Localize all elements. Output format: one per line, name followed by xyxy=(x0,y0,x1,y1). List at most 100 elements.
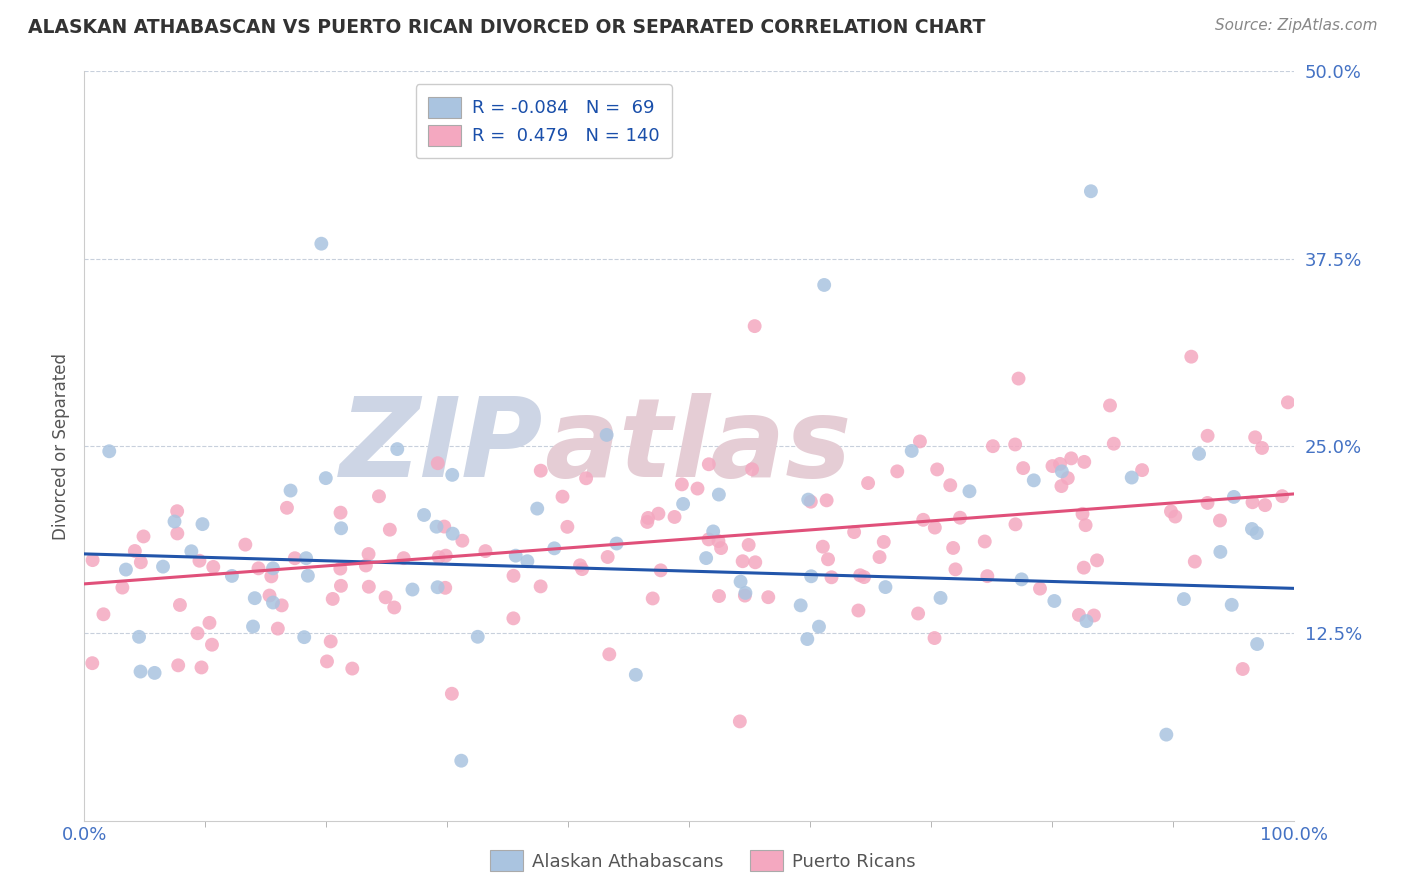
Legend: Alaskan Athabascans, Puerto Ricans: Alaskan Athabascans, Puerto Ricans xyxy=(484,843,922,879)
Point xyxy=(516,554,538,568)
Point xyxy=(606,536,628,550)
Point xyxy=(1102,436,1125,450)
Point xyxy=(270,599,292,613)
Point xyxy=(697,457,720,471)
Point xyxy=(813,277,835,292)
Point xyxy=(190,660,212,674)
Text: ZIP: ZIP xyxy=(340,392,544,500)
Point xyxy=(1173,592,1195,607)
Point xyxy=(115,563,138,577)
Point xyxy=(1251,441,1274,455)
Point xyxy=(959,484,981,499)
Point xyxy=(221,569,243,583)
Text: ALASKAN ATHABASCAN VS PUERTO RICAN DIVORCED OR SEPARATED CORRELATION CHART: ALASKAN ATHABASCAN VS PUERTO RICAN DIVOR… xyxy=(28,18,986,37)
Point xyxy=(441,526,464,541)
Point xyxy=(169,598,191,612)
Point xyxy=(856,476,879,491)
Point xyxy=(530,464,553,478)
Point xyxy=(98,444,121,458)
Point xyxy=(650,563,672,577)
Point xyxy=(233,538,256,552)
Point xyxy=(1180,350,1202,364)
Point xyxy=(1022,474,1045,488)
Point xyxy=(598,648,620,662)
Point xyxy=(1121,470,1143,484)
Point xyxy=(1067,607,1090,622)
Point xyxy=(1184,555,1206,569)
Point xyxy=(807,620,830,634)
Point xyxy=(530,579,553,593)
Point xyxy=(900,444,922,458)
Point xyxy=(188,554,211,568)
Point xyxy=(1083,608,1105,623)
Point xyxy=(191,517,214,532)
Point xyxy=(1071,507,1094,521)
Point xyxy=(571,562,593,576)
Point xyxy=(1060,451,1083,466)
Point xyxy=(1042,458,1064,473)
Point xyxy=(973,534,995,549)
Point xyxy=(697,533,720,547)
Point xyxy=(1073,560,1095,574)
Point xyxy=(322,591,344,606)
Point xyxy=(1188,447,1211,461)
Point xyxy=(1011,573,1033,587)
Point xyxy=(636,515,658,529)
Point xyxy=(526,501,548,516)
Point xyxy=(474,544,496,558)
Point xyxy=(1156,728,1178,742)
Point xyxy=(426,456,449,470)
Point xyxy=(292,630,315,644)
Point xyxy=(1246,526,1268,541)
Point xyxy=(647,507,669,521)
Point xyxy=(434,581,457,595)
Point xyxy=(1098,399,1121,413)
Point xyxy=(132,529,155,543)
Point xyxy=(368,489,391,503)
Point xyxy=(848,603,870,617)
Point xyxy=(849,568,872,582)
Point xyxy=(467,630,489,644)
Point xyxy=(262,561,284,575)
Point xyxy=(129,665,152,679)
Point xyxy=(260,569,283,583)
Point xyxy=(1043,594,1066,608)
Point xyxy=(1029,582,1052,596)
Point xyxy=(664,510,686,524)
Point xyxy=(433,519,456,533)
Point xyxy=(378,523,401,537)
Point xyxy=(707,487,730,501)
Point xyxy=(295,551,318,566)
Point xyxy=(924,631,946,645)
Point xyxy=(1220,598,1243,612)
Point xyxy=(201,638,224,652)
Point xyxy=(202,560,225,574)
Point xyxy=(198,615,221,630)
Point xyxy=(1254,498,1277,512)
Point xyxy=(505,549,527,563)
Point xyxy=(316,654,339,668)
Point xyxy=(1073,455,1095,469)
Point xyxy=(247,561,270,575)
Point xyxy=(124,544,146,558)
Point xyxy=(187,626,209,640)
Point xyxy=(596,549,619,564)
Point xyxy=(357,580,380,594)
Point xyxy=(744,319,766,334)
Point xyxy=(315,471,337,485)
Point xyxy=(800,494,823,508)
Point xyxy=(243,591,266,606)
Point xyxy=(1080,184,1102,198)
Point xyxy=(1056,471,1078,485)
Point xyxy=(976,569,998,583)
Point xyxy=(939,478,962,492)
Point xyxy=(1240,522,1263,536)
Point xyxy=(569,558,592,573)
Point xyxy=(502,611,524,625)
Point xyxy=(401,582,423,597)
Point xyxy=(543,541,565,556)
Point xyxy=(1197,496,1219,510)
Point xyxy=(1076,614,1098,628)
Point xyxy=(949,510,972,524)
Point xyxy=(374,591,396,605)
